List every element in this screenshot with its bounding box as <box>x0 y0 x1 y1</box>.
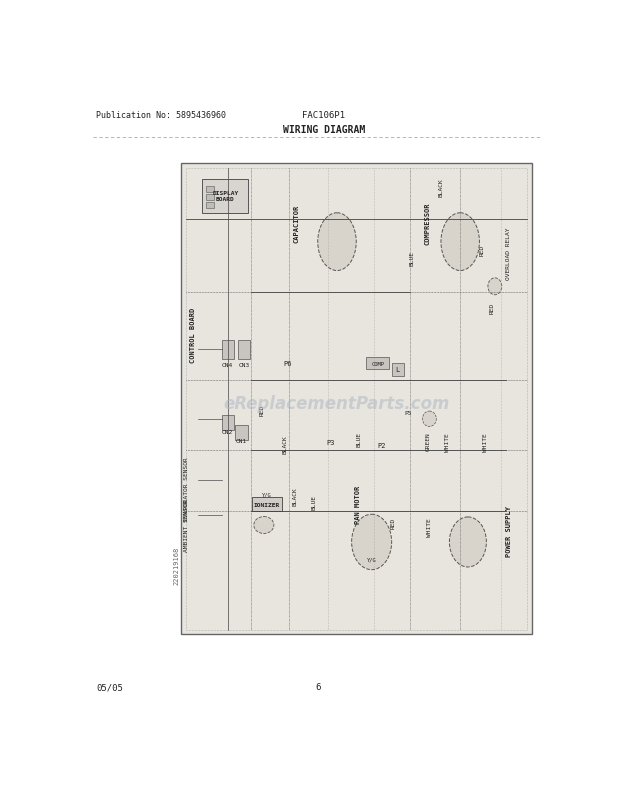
Ellipse shape <box>317 213 356 271</box>
Text: COMP: COMP <box>371 362 384 367</box>
Ellipse shape <box>254 517 274 534</box>
Text: CAPACITOR: CAPACITOR <box>294 204 300 242</box>
Bar <box>237 341 250 359</box>
Text: RED: RED <box>490 302 495 314</box>
Text: PAN MOTOR: PAN MOTOR <box>355 484 361 523</box>
Text: WHITE: WHITE <box>445 433 449 452</box>
Text: IONIZER: IONIZER <box>254 502 280 507</box>
Ellipse shape <box>488 278 502 295</box>
Text: Publication No: 5895436960: Publication No: 5895436960 <box>96 111 226 120</box>
Ellipse shape <box>422 411 436 427</box>
Ellipse shape <box>352 515 392 570</box>
Text: 05/05: 05/05 <box>96 683 123 691</box>
Text: CN2: CN2 <box>222 430 233 435</box>
Text: BLUE: BLUE <box>311 495 316 510</box>
Text: 220219168: 220219168 <box>173 546 179 585</box>
Text: BLUE: BLUE <box>356 431 361 446</box>
Bar <box>206 187 214 193</box>
Bar <box>182 164 532 634</box>
Text: P5: P5 <box>405 411 412 415</box>
Text: GREEN: GREEN <box>425 431 430 450</box>
Bar <box>236 425 247 441</box>
Text: RED: RED <box>260 404 265 415</box>
Ellipse shape <box>450 517 486 567</box>
Text: WIRING DIAGRAM: WIRING DIAGRAM <box>283 125 365 135</box>
Text: EVAPORATOR SENSOR: EVAPORATOR SENSOR <box>184 456 189 520</box>
Text: Y/G: Y/G <box>367 557 376 561</box>
Bar <box>392 364 404 376</box>
Bar <box>221 341 234 359</box>
Bar <box>206 202 214 209</box>
Text: BLUE: BLUE <box>410 250 415 265</box>
Bar <box>252 498 281 512</box>
Text: DISPLAY
BOARD: DISPLAY BOARD <box>212 190 239 202</box>
Text: WHITE: WHITE <box>427 517 432 537</box>
Text: P2: P2 <box>378 443 386 448</box>
Text: CONTROL BOARD: CONTROL BOARD <box>190 307 196 363</box>
Text: CN4: CN4 <box>222 363 233 367</box>
Text: eReplacementParts.com: eReplacementParts.com <box>224 395 450 413</box>
Ellipse shape <box>441 213 479 271</box>
Text: RED: RED <box>479 245 484 256</box>
Text: Y/G: Y/G <box>262 492 272 497</box>
Text: BLACK: BLACK <box>292 487 297 505</box>
Bar <box>206 195 214 200</box>
Text: FAC106P1: FAC106P1 <box>303 111 345 120</box>
Text: AMBIENT SENSOR: AMBIENT SENSOR <box>184 499 189 552</box>
Text: POWER SUPPLY: POWER SUPPLY <box>506 505 511 557</box>
Text: COMPRESSOR: COMPRESSOR <box>424 202 430 245</box>
Bar <box>221 415 234 431</box>
Text: WHITE: WHITE <box>483 433 488 452</box>
Text: CN1: CN1 <box>236 438 247 444</box>
Bar <box>202 180 249 214</box>
Text: CN3: CN3 <box>238 363 249 367</box>
Text: BLACK: BLACK <box>283 435 288 453</box>
Bar <box>366 358 389 370</box>
Text: P6: P6 <box>283 361 291 367</box>
Text: L: L <box>396 367 400 373</box>
Text: RED: RED <box>391 517 396 529</box>
Text: P3: P3 <box>327 439 335 445</box>
Text: OVERLOAD RELAY: OVERLOAD RELAY <box>506 228 511 280</box>
Text: BLACK: BLACK <box>438 177 443 196</box>
Text: 6: 6 <box>315 683 321 691</box>
Bar <box>186 168 527 630</box>
